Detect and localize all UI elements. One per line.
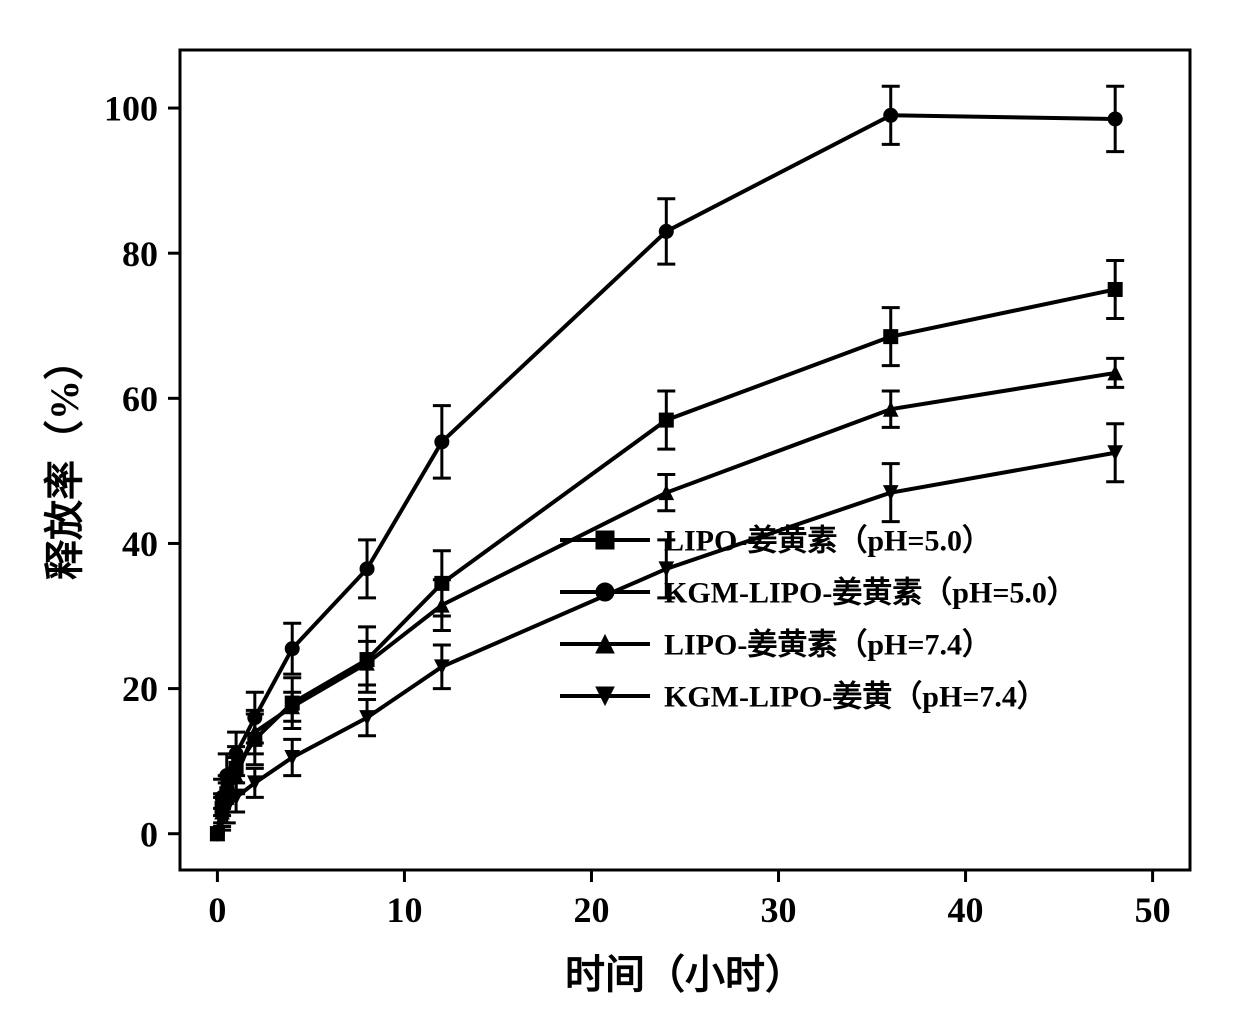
- y-tick-label: 80: [122, 234, 158, 274]
- square-marker-icon: [596, 531, 614, 549]
- x-tick-label: 50: [1135, 890, 1171, 930]
- plot-frame: [180, 50, 1190, 870]
- y-tick-label: 0: [140, 814, 158, 854]
- y-tick-label: 60: [122, 379, 158, 419]
- circle-marker-icon: [596, 583, 614, 601]
- legend-item-lipo-ph5: LIPO-姜黄素（pH=5.0）: [560, 524, 992, 558]
- circle-marker-icon: [1108, 112, 1122, 126]
- legend-item-kgm-lipo-ph7: KGM-LIPO-姜黄（pH=7.4）: [560, 680, 1047, 714]
- circle-marker-icon: [435, 435, 449, 449]
- x-tick-label: 10: [386, 890, 422, 930]
- legend-label: KGM-LIPO-姜黄（pH=7.4）: [664, 680, 1047, 714]
- legend-item-lipo-ph7: LIPO-姜黄素（pH=7.4）: [560, 628, 992, 662]
- x-tick-label: 30: [761, 890, 797, 930]
- y-tick-label: 40: [122, 524, 158, 564]
- square-marker-icon: [1108, 282, 1122, 296]
- circle-marker-icon: [360, 562, 374, 576]
- legend-label: LIPO-姜黄素（pH=7.4）: [664, 628, 992, 662]
- circle-marker-icon: [884, 108, 898, 122]
- triangle-up-marker-icon: [435, 598, 449, 612]
- legend-label: KGM-LIPO-姜黄素（pH=5.0）: [664, 576, 1077, 610]
- y-tick-label: 100: [104, 89, 158, 129]
- chart-svg: 0 10 20 30 40 50 0 20 40 60 80 100 时间（小时） 释放率（%） LIPO-…: [0, 0, 1240, 1023]
- square-marker-icon: [659, 413, 673, 427]
- x-axis-label: 时间（小时）: [565, 952, 805, 997]
- legend-label: LIPO-姜黄素（pH=5.0）: [664, 524, 992, 558]
- y-tick-label: 20: [122, 669, 158, 709]
- legend: LIPO-姜黄素（pH=5.0） KGM-LIPO-姜黄素（pH=5.0） LIPO…: [560, 524, 1077, 714]
- x-tick-label: 20: [573, 890, 609, 930]
- triangle-down-marker-icon: [360, 711, 374, 725]
- x-tick-label: 0: [208, 890, 226, 930]
- circle-marker-icon: [285, 642, 299, 656]
- x-tick-label: 40: [948, 890, 984, 930]
- y-axis-label: 释放率（%）: [42, 340, 87, 580]
- square-marker-icon: [884, 330, 898, 344]
- release-chart: 0 10 20 30 40 50 0 20 40 60 80 100 时间（小时） 释放率（%） LIPO-…: [0, 0, 1240, 1023]
- circle-marker-icon: [659, 224, 673, 238]
